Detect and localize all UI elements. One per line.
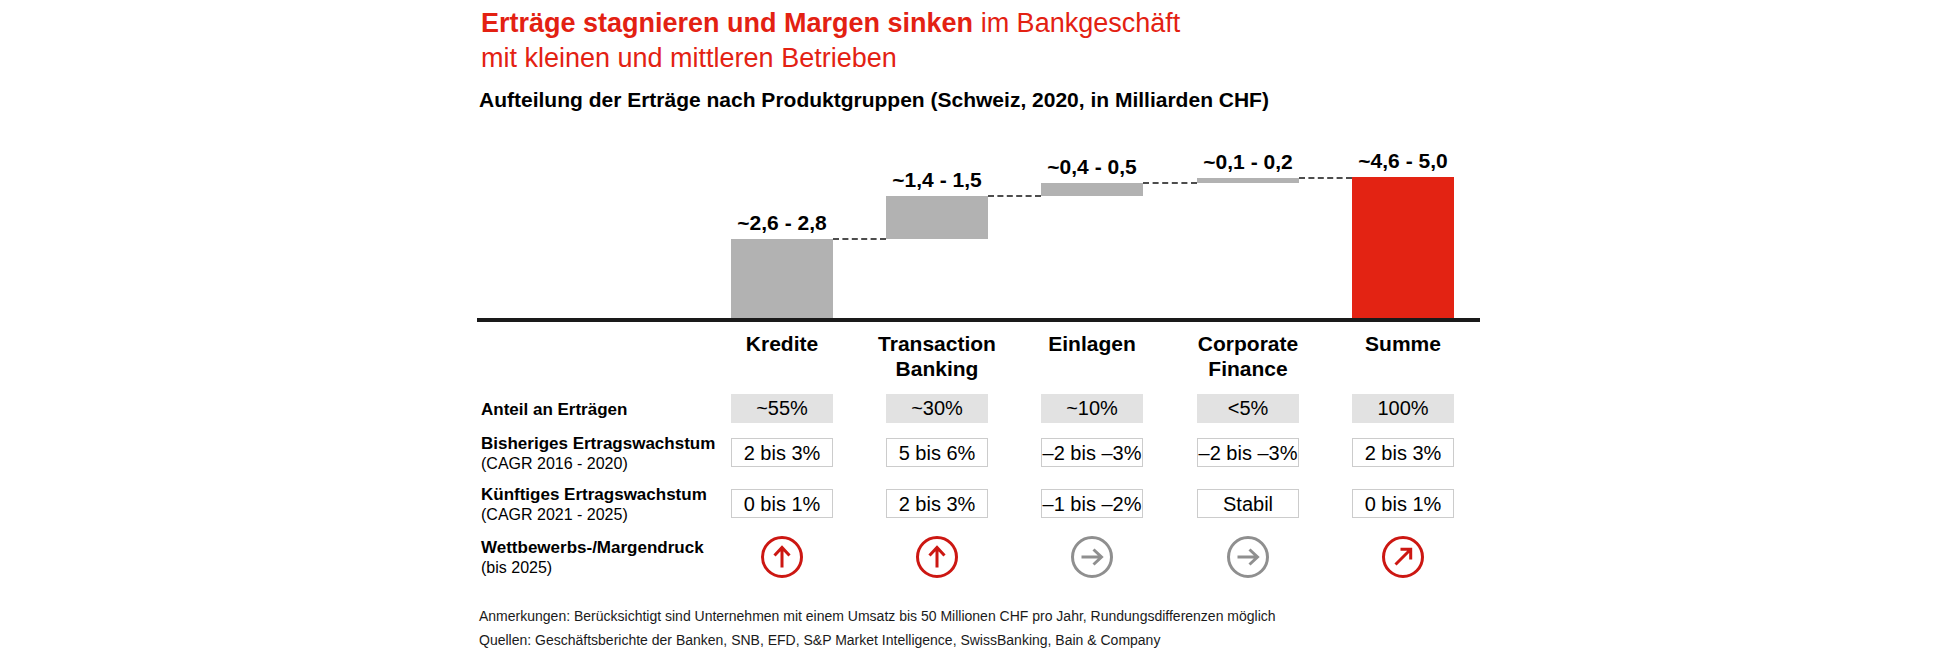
row-label-main: Künftiges Ertragswachstum — [481, 483, 707, 504]
row-label-sub: (bis 2025) — [481, 558, 704, 578]
trend-arrow-up-right-icon — [1381, 535, 1425, 579]
row-label-anteil-an-ertr-gen: Anteil an Erträgen — [481, 398, 627, 419]
footnote-sources: Quellen: Geschäftsberichte der Banken, S… — [479, 632, 1160, 648]
table-value-box-summe-r3: 0 bis 1% — [1352, 489, 1454, 518]
table-value-box-kredite-r2: 2 bis 3% — [731, 438, 833, 467]
row-label-main: Bisheriges Ertragswachstum — [481, 432, 715, 453]
table-value-box-einlagen-r1: ~10% — [1041, 394, 1143, 423]
table-value-box-corporate-finance-r2: –2 bis –3% — [1197, 438, 1299, 467]
chart-title: Aufteilung der Erträge nach Produktgrupp… — [479, 88, 1269, 112]
row-label-k-nftiges-ertragswachstum: Künftiges Ertragswachstum(CAGR 2021 - 20… — [481, 483, 707, 524]
trend-arrow-cell-einlagen — [1070, 535, 1114, 579]
row-label-wettbewerbs-margendruck: Wettbewerbs-/Margendruck(bis 2025) — [481, 537, 704, 578]
table-value-box-corporate-finance-r3: Stabil — [1197, 489, 1299, 518]
waterfall-bar-kredite — [731, 239, 833, 318]
waterfall-connector — [833, 238, 886, 240]
row-label-sub: (CAGR 2016 - 2020) — [481, 453, 715, 473]
waterfall-bar-transaction-banking — [886, 196, 988, 239]
row-label-main: Anteil an Erträgen — [481, 398, 627, 419]
slide: Erträge stagnieren und Margen sinken im … — [0, 0, 1950, 650]
trend-arrow-cell-corporate-finance — [1226, 535, 1270, 579]
table-value-box-transaction-banking-r2: 5 bis 6% — [886, 438, 988, 467]
bar-value-label-corporate-finance: ~0,1 - 0,2 — [1158, 150, 1338, 174]
footnote-notes: Anmerkungen: Berücksichtigt sind Unterne… — [479, 608, 1276, 624]
category-label-einlagen: Einlagen — [1012, 331, 1172, 356]
page-title: Erträge stagnieren und Margen sinken im … — [481, 6, 1180, 76]
page-title-line1: Erträge stagnieren und Margen sinken im … — [481, 6, 1180, 41]
trend-arrow-right-icon — [1226, 535, 1270, 579]
category-label-corporate-finance: Corporate Finance — [1168, 331, 1328, 381]
waterfall-bar-summe — [1352, 177, 1454, 318]
trend-arrow-up-icon — [915, 535, 959, 579]
category-label-transaction-banking: Transaction Banking — [857, 331, 1017, 381]
bar-value-label-summe: ~4,6 - 5,0 — [1313, 149, 1493, 173]
trend-arrow-cell-kredite — [760, 535, 804, 579]
table-value-box-transaction-banking-r3: 2 bis 3% — [886, 489, 988, 518]
bar-value-label-transaction-banking: ~1,4 - 1,5 — [847, 168, 1027, 192]
trend-arrow-up-icon — [760, 535, 804, 579]
waterfall-bar-corporate-finance — [1197, 178, 1299, 182]
table-value-box-transaction-banking-r1: ~30% — [886, 394, 988, 423]
bar-value-label-einlagen: ~0,4 - 0,5 — [1002, 155, 1182, 179]
bar-value-label-kredite: ~2,6 - 2,8 — [692, 211, 872, 235]
table-value-box-einlagen-r3: –1 bis –2% — [1041, 489, 1143, 518]
chart-baseline — [477, 318, 1480, 322]
page-title-line2: mit kleinen und mittleren Betrieben — [481, 41, 1180, 76]
waterfall-connector — [1143, 182, 1197, 184]
row-label-bisheriges-ertragswachstum: Bisheriges Ertragswachstum(CAGR 2016 - 2… — [481, 432, 715, 473]
table-value-box-summe-r1: 100% — [1352, 394, 1454, 423]
category-label-summe: Summe — [1323, 331, 1483, 356]
table-value-box-summe-r2: 2 bis 3% — [1352, 438, 1454, 467]
table-value-box-einlagen-r2: –2 bis –3% — [1041, 438, 1143, 467]
trend-arrow-cell-transaction-banking — [915, 535, 959, 579]
table-value-box-kredite-r1: ~55% — [731, 394, 833, 423]
waterfall-connector — [1299, 177, 1352, 179]
title-highlight: Erträge stagnieren und Margen sinken — [481, 8, 973, 38]
table-value-box-corporate-finance-r1: <5% — [1197, 394, 1299, 423]
category-label-kredite: Kredite — [702, 331, 862, 356]
trend-arrow-cell-summe — [1381, 535, 1425, 579]
title-rest: im Bankgeschäft — [973, 8, 1180, 38]
table-value-box-kredite-r3: 0 bis 1% — [731, 489, 833, 518]
waterfall-connector — [988, 195, 1041, 197]
row-label-main: Wettbewerbs-/Margendruck — [481, 537, 704, 558]
row-label-sub: (CAGR 2021 - 2025) — [481, 504, 707, 524]
trend-arrow-right-icon — [1070, 535, 1114, 579]
waterfall-bar-einlagen — [1041, 183, 1143, 196]
